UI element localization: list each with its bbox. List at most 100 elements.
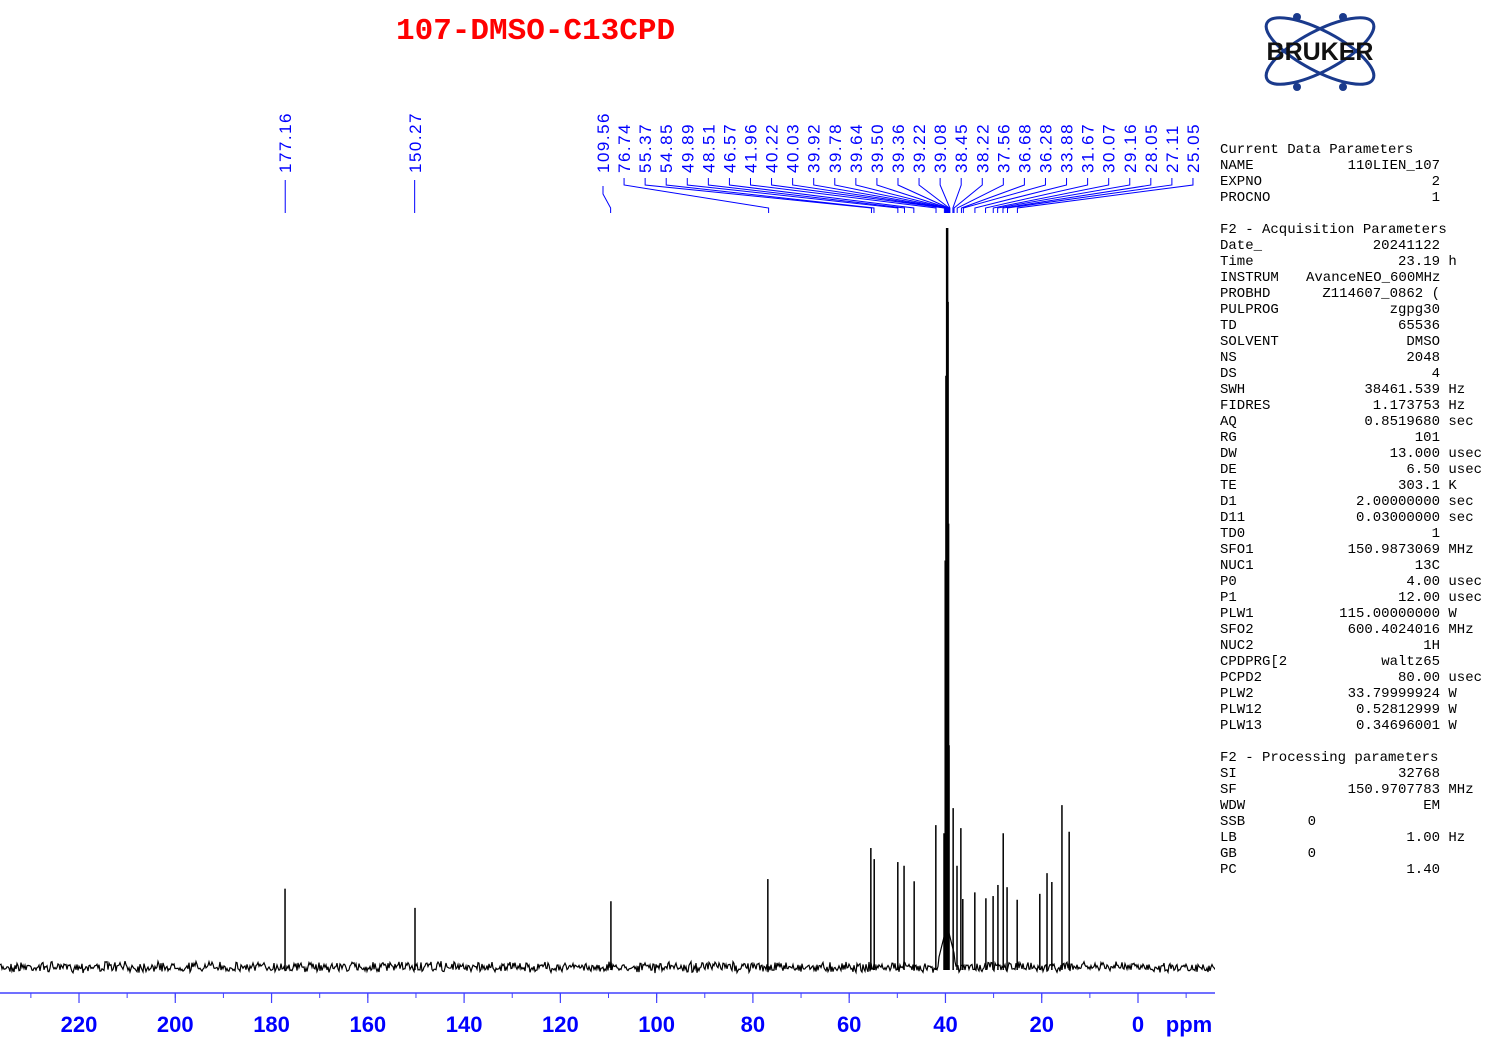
parameter-unit: MHz <box>1448 782 1474 798</box>
peak-label: 150.27 <box>406 112 425 173</box>
peak-label-connector <box>602 186 612 213</box>
x-tick-label: 20 <box>1029 1012 1053 1037</box>
peak-label: 29.16 <box>1121 123 1140 173</box>
parameter-value: 4.00 <box>1406 574 1440 590</box>
parameter-value: 12.00 <box>1397 590 1440 606</box>
peak-label: 54.85 <box>657 123 676 173</box>
parameter-value: 13.000 <box>1389 446 1440 462</box>
parameter-value: 150.9707783 <box>1347 782 1440 798</box>
parameter-unit: sec <box>1448 510 1474 526</box>
peak-label: 39.08 <box>931 123 950 173</box>
x-tick-label: 120 <box>542 1012 579 1037</box>
parameter-unit: usec <box>1448 670 1482 686</box>
peak-label: 39.78 <box>826 123 845 173</box>
parameter-name: P1 <box>1220 590 1237 606</box>
parameter-unit: sec <box>1448 414 1474 430</box>
parameter-value: DMSO <box>1406 334 1440 350</box>
parameter-value: 1 <box>1431 526 1440 542</box>
x-tick-label: 180 <box>253 1012 290 1037</box>
parameter-name: P0 <box>1220 574 1237 590</box>
parameter-section-header: Current Data Parameters <box>1220 142 1414 158</box>
parameter-name: Date_ <box>1220 238 1263 254</box>
peak-label: 46.57 <box>720 123 739 173</box>
parameter-name: LB <box>1220 830 1237 846</box>
parameter-value: Z114607_0862 ( <box>1322 286 1440 302</box>
parameter-unit: sec <box>1448 494 1474 510</box>
peak-label: 40.22 <box>763 123 782 173</box>
parameter-unit: Hz <box>1448 398 1466 414</box>
parameter-name: PLW2 <box>1220 686 1254 702</box>
peak-label: 28.05 <box>1142 123 1161 173</box>
parameter-unit: Hz <box>1448 382 1466 398</box>
logo-orbit <box>1264 16 1376 86</box>
parameter-name: SF <box>1220 782 1237 798</box>
parameter-name: D1 <box>1220 494 1237 510</box>
peak-label: 48.51 <box>699 123 718 173</box>
peak-labels: 177.16 150.27 109.56 76.74 55.37 54.85 49.89 48… <box>276 112 1203 173</box>
parameter-unit: W <box>1448 686 1457 702</box>
parameter-name: SOLVENT <box>1220 334 1279 350</box>
parameter-name: NUC2 <box>1220 638 1254 654</box>
parameter-value: 110LIEN_107 <box>1347 158 1440 174</box>
parameter-value: 33.79999924 <box>1347 686 1440 702</box>
parameter-name: SSB <box>1220 814 1246 830</box>
parameter-value: 1 <box>1431 190 1440 206</box>
peak-label: 36.28 <box>1036 123 1055 173</box>
parameter-unit: usec <box>1448 462 1482 478</box>
logo-dot <box>1293 13 1301 21</box>
x-axis-ticks: 220 200 180 160 140 120 100 80 60 40 20 0 <box>30 993 1187 1037</box>
parameter-name: SFO1 <box>1220 542 1254 558</box>
spectrum-peaks <box>284 228 1070 970</box>
parameter-unit: W <box>1448 606 1457 622</box>
parameter-name: PROCNO <box>1220 190 1271 206</box>
peak-label-connector <box>939 178 951 213</box>
logo-orbit <box>1264 16 1376 86</box>
x-tick-label: 60 <box>837 1012 861 1037</box>
parameter-name: WDW <box>1220 798 1246 814</box>
parameter-name: SI <box>1220 766 1237 782</box>
parameter-name: PLW13 <box>1220 718 1263 734</box>
parameter-value: 0.8519680 <box>1364 414 1440 430</box>
logo-text: BRUKER <box>1267 38 1374 66</box>
x-tick-label: 80 <box>741 1012 765 1037</box>
peak-label: 31.67 <box>1079 123 1098 173</box>
parameter-value: waltz65 <box>1381 654 1440 670</box>
x-tick-label: 0 <box>1132 1012 1144 1037</box>
x-tick-label: 140 <box>446 1012 483 1037</box>
peak-label-connector <box>771 178 945 213</box>
x-tick-label: 200 <box>157 1012 194 1037</box>
parameter-name: GB <box>1220 846 1237 862</box>
parameter-name: SFO2 <box>1220 622 1254 638</box>
parameter-unit: h <box>1448 254 1457 270</box>
peak-label: 25.05 <box>1184 123 1203 173</box>
parameter-section-header: F2 - Acquisition Parameters <box>1220 222 1447 238</box>
peak-label: 37.56 <box>994 123 1013 173</box>
parameter-name: NUC1 <box>1220 558 1254 574</box>
nmr-spectrum-chart: 177.16 150.27 109.56 76.74 55.37 54.85 49.89 48… <box>0 112 1215 1037</box>
peak-label: 40.03 <box>784 123 803 173</box>
parameter-value: 1H <box>1423 638 1440 654</box>
parameter-name: RG <box>1220 430 1237 446</box>
peak-label: 38.22 <box>973 123 992 173</box>
parameter-name: PLW1 <box>1220 606 1254 622</box>
peak-label-connector <box>962 178 1046 213</box>
parameter-value: 2048 <box>1406 350 1440 366</box>
parameter-value: 0.34696001 <box>1355 718 1440 734</box>
peak-label: 39.92 <box>805 123 824 173</box>
peak-label-connector <box>644 178 872 213</box>
bruker-logo: BRUKER <box>1264 13 1376 91</box>
peak-label-connector <box>974 178 1068 213</box>
peak-label: 76.74 <box>615 123 634 173</box>
parameter-unit: Hz <box>1448 830 1466 846</box>
parameter-name: AQ <box>1220 414 1237 430</box>
peak-label-connector <box>960 178 1025 213</box>
peak-label: 39.36 <box>889 123 908 173</box>
peak-label: 36.68 <box>1015 123 1034 173</box>
peak-label: 27.11 <box>1163 124 1182 173</box>
x-tick-label: 100 <box>638 1012 675 1037</box>
parameter-value: 1.40 <box>1406 862 1440 878</box>
logo-dot <box>1293 83 1301 91</box>
parameter-value: 6.50 <box>1406 462 1440 478</box>
parameter-unit: K <box>1448 478 1457 494</box>
parameter-name: DE <box>1220 462 1237 478</box>
